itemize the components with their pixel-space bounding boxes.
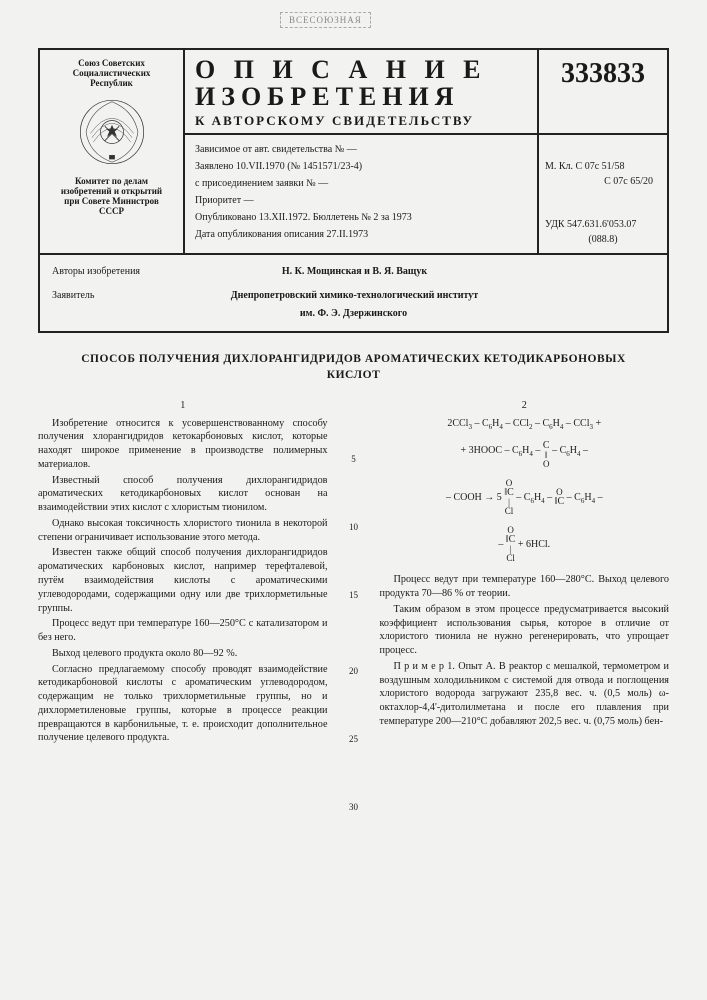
filed-line: Заявлено 10.VII.1970 (№ 1451571/23-4) bbox=[195, 158, 527, 175]
applicant-label: Заявитель bbox=[52, 287, 142, 305]
line-number-gutter: 5 10 15 20 25 30 bbox=[346, 399, 362, 747]
document-subtitle: К АВТОРСКОМУ СВИДЕТЕЛЬСТВУ bbox=[195, 113, 527, 129]
top-stamp: ВСЕСОЮЗНАЯ bbox=[280, 12, 371, 28]
mkl-line: М. Кл. С 07с 51/58 bbox=[545, 159, 661, 174]
attachment-line: с присоединением заявки № — bbox=[195, 175, 527, 192]
column-number: 2 bbox=[380, 399, 670, 413]
body-paragraph: Изобретение относится к усовершенствован… bbox=[38, 417, 328, 472]
patent-page: ВСЕСОЮЗНАЯ Союз Советских Социалистическ… bbox=[0, 0, 707, 1000]
patent-number: 333833 bbox=[539, 50, 667, 133]
dependency-line: Зависимое от авт. свидетельства № — bbox=[195, 141, 527, 158]
title-row: О П И С А Н И Е ИЗОБРЕТЕНИЯ К АВТОРСКОМУ… bbox=[185, 50, 667, 135]
body-paragraph: Процесс ведут при температуре 160—250°С … bbox=[38, 617, 328, 645]
chemical-formula: – O‖C|Cl + 6HCl. bbox=[380, 526, 670, 563]
committee-line: при Совете Министров bbox=[46, 196, 177, 206]
meta-left: Зависимое от авт. свидетельства № — Заяв… bbox=[185, 135, 539, 253]
line-number: 15 bbox=[346, 589, 362, 601]
body-paragraph: Однако высокая токсичность хлористого ти… bbox=[38, 517, 328, 545]
body-paragraph: Известный способ получения дихлорангидри… bbox=[38, 474, 328, 515]
meta-row: Зависимое от авт. свидетельства № — Заяв… bbox=[185, 135, 667, 253]
body-paragraph: Согласно предлагаемому способу проводят … bbox=[38, 663, 328, 746]
body-paragraph: П р и м е р 1. Опыт А. В реактор с мешал… bbox=[380, 660, 670, 729]
document-title-2: ИЗОБРЕТЕНИЯ bbox=[195, 83, 527, 110]
line-number: 10 bbox=[346, 521, 362, 533]
committee-line: СССР bbox=[46, 206, 177, 216]
ussr-emblem-icon bbox=[76, 96, 148, 168]
issuer-line: Союз Советских bbox=[46, 58, 177, 68]
chemical-formula: – COOH → 5 O‖C|Cl – C6H4 – O‖C – C6H4 – bbox=[380, 479, 670, 516]
priority-line: Приоритет — bbox=[195, 192, 527, 209]
header-main: О П И С А Н И Е ИЗОБРЕТЕНИЯ К АВТОРСКОМУ… bbox=[185, 50, 667, 253]
column-number: 1 bbox=[38, 399, 328, 413]
udk-line: УДК 547.631.6'053.07 bbox=[545, 217, 661, 232]
header-issuer-column: Союз Советских Социалистических Республи… bbox=[40, 50, 185, 253]
meta-right: М. Кл. С 07с 51/58 С 07с 65/20 УДК 547.6… bbox=[539, 135, 667, 253]
description-date-line: Дата опубликования описания 27.II.1973 bbox=[195, 226, 527, 243]
invention-title: СПОСОБ ПОЛУЧЕНИЯ ДИХЛОРАНГИДРИДОВ АРОМАТ… bbox=[78, 351, 629, 383]
authors-label: Авторы изобретения bbox=[52, 263, 142, 281]
issuer-line: Социалистических bbox=[46, 68, 177, 78]
line-number: 30 bbox=[346, 801, 362, 813]
body-columns: 1 Изобретение относится к усовершенствов… bbox=[38, 399, 669, 747]
applicant-name: Днепропетровский химико-технологический … bbox=[145, 287, 565, 305]
column-2: 2 2CCl3 – C6H4 – CCl2 – C6H4 – CCl3 + + … bbox=[380, 399, 670, 747]
line-number: 25 bbox=[346, 733, 362, 745]
committee-line: Комитет по делам bbox=[46, 176, 177, 186]
line-number: 20 bbox=[346, 665, 362, 677]
body-paragraph: Известен также общий способ получения ди… bbox=[38, 546, 328, 615]
title-block: О П И С А Н И Е ИЗОБРЕТЕНИЯ К АВТОРСКОМУ… bbox=[185, 50, 539, 133]
column-1: 1 Изобретение относится к усовершенствов… bbox=[38, 399, 328, 747]
authors-names: Н. К. Мощинская и В. Я. Ващук bbox=[145, 263, 565, 281]
body-paragraph: Выход целевого продукта около 80—92 %. bbox=[38, 647, 328, 661]
applicant-name-2: им. Ф. Э. Дзержинского bbox=[52, 305, 655, 323]
published-line: Опубликовано 13.XII.1972. Бюллетень № 2 … bbox=[195, 209, 527, 226]
document-title-1: О П И С А Н И Е bbox=[195, 56, 527, 83]
committee-line: изобретений и открытий bbox=[46, 186, 177, 196]
udk-line: (088.8) bbox=[545, 232, 661, 247]
mkl-line: С 07с 65/20 bbox=[545, 174, 661, 189]
issuer-line: Республик bbox=[46, 78, 177, 88]
authors-box: Авторы изобретения Н. К. Мощинская и В. … bbox=[38, 255, 669, 333]
chemical-formula: 2CCl3 – C6H4 – CCl2 – C6H4 – CCl3 + + 3H… bbox=[380, 417, 670, 470]
line-number: 5 bbox=[346, 453, 362, 465]
body-paragraph: Процесс ведут при температуре 160—280°С.… bbox=[380, 573, 670, 601]
header-box: Союз Советских Социалистических Республи… bbox=[38, 48, 669, 255]
body-paragraph: Таким образом в этом процессе предусматр… bbox=[380, 603, 670, 658]
